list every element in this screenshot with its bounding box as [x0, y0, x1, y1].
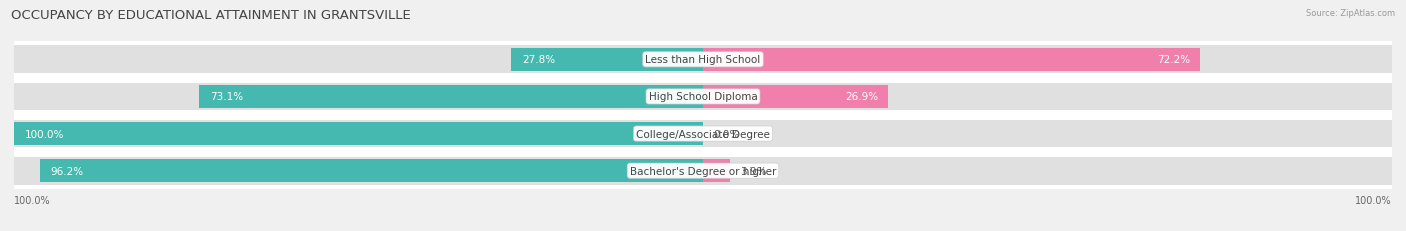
- Bar: [200, 85, 703, 109]
- Bar: [14, 83, 1392, 111]
- Bar: [41, 159, 703, 182]
- Text: OCCUPANCY BY EDUCATIONAL ATTAINMENT IN GRANTSVILLE: OCCUPANCY BY EDUCATIONAL ATTAINMENT IN G…: [11, 9, 411, 22]
- Text: 0.0%: 0.0%: [713, 129, 740, 139]
- Bar: [14, 41, 1392, 79]
- Bar: [14, 157, 1392, 185]
- Bar: [512, 49, 703, 72]
- Text: 100.0%: 100.0%: [14, 195, 51, 205]
- Bar: [14, 115, 1392, 153]
- Text: College/Associate Degree: College/Associate Degree: [636, 129, 770, 139]
- Bar: [14, 152, 1392, 190]
- Text: 3.9%: 3.9%: [740, 166, 766, 176]
- Text: Less than High School: Less than High School: [645, 55, 761, 65]
- Text: 96.2%: 96.2%: [51, 166, 84, 176]
- Text: 72.2%: 72.2%: [1157, 55, 1189, 65]
- Text: 73.1%: 73.1%: [209, 92, 243, 102]
- Text: 27.8%: 27.8%: [522, 55, 555, 65]
- Text: Source: ZipAtlas.com: Source: ZipAtlas.com: [1306, 9, 1395, 18]
- Text: Bachelor's Degree or higher: Bachelor's Degree or higher: [630, 166, 776, 176]
- Bar: [14, 46, 1392, 74]
- Text: 100.0%: 100.0%: [24, 129, 63, 139]
- Text: High School Diploma: High School Diploma: [648, 92, 758, 102]
- Bar: [14, 78, 1392, 116]
- Text: 26.9%: 26.9%: [845, 92, 877, 102]
- Bar: [703, 159, 730, 182]
- Bar: [14, 120, 1392, 148]
- Bar: [703, 85, 889, 109]
- Text: 100.0%: 100.0%: [1355, 195, 1392, 205]
- Bar: [703, 49, 1201, 72]
- Bar: [14, 122, 703, 146]
